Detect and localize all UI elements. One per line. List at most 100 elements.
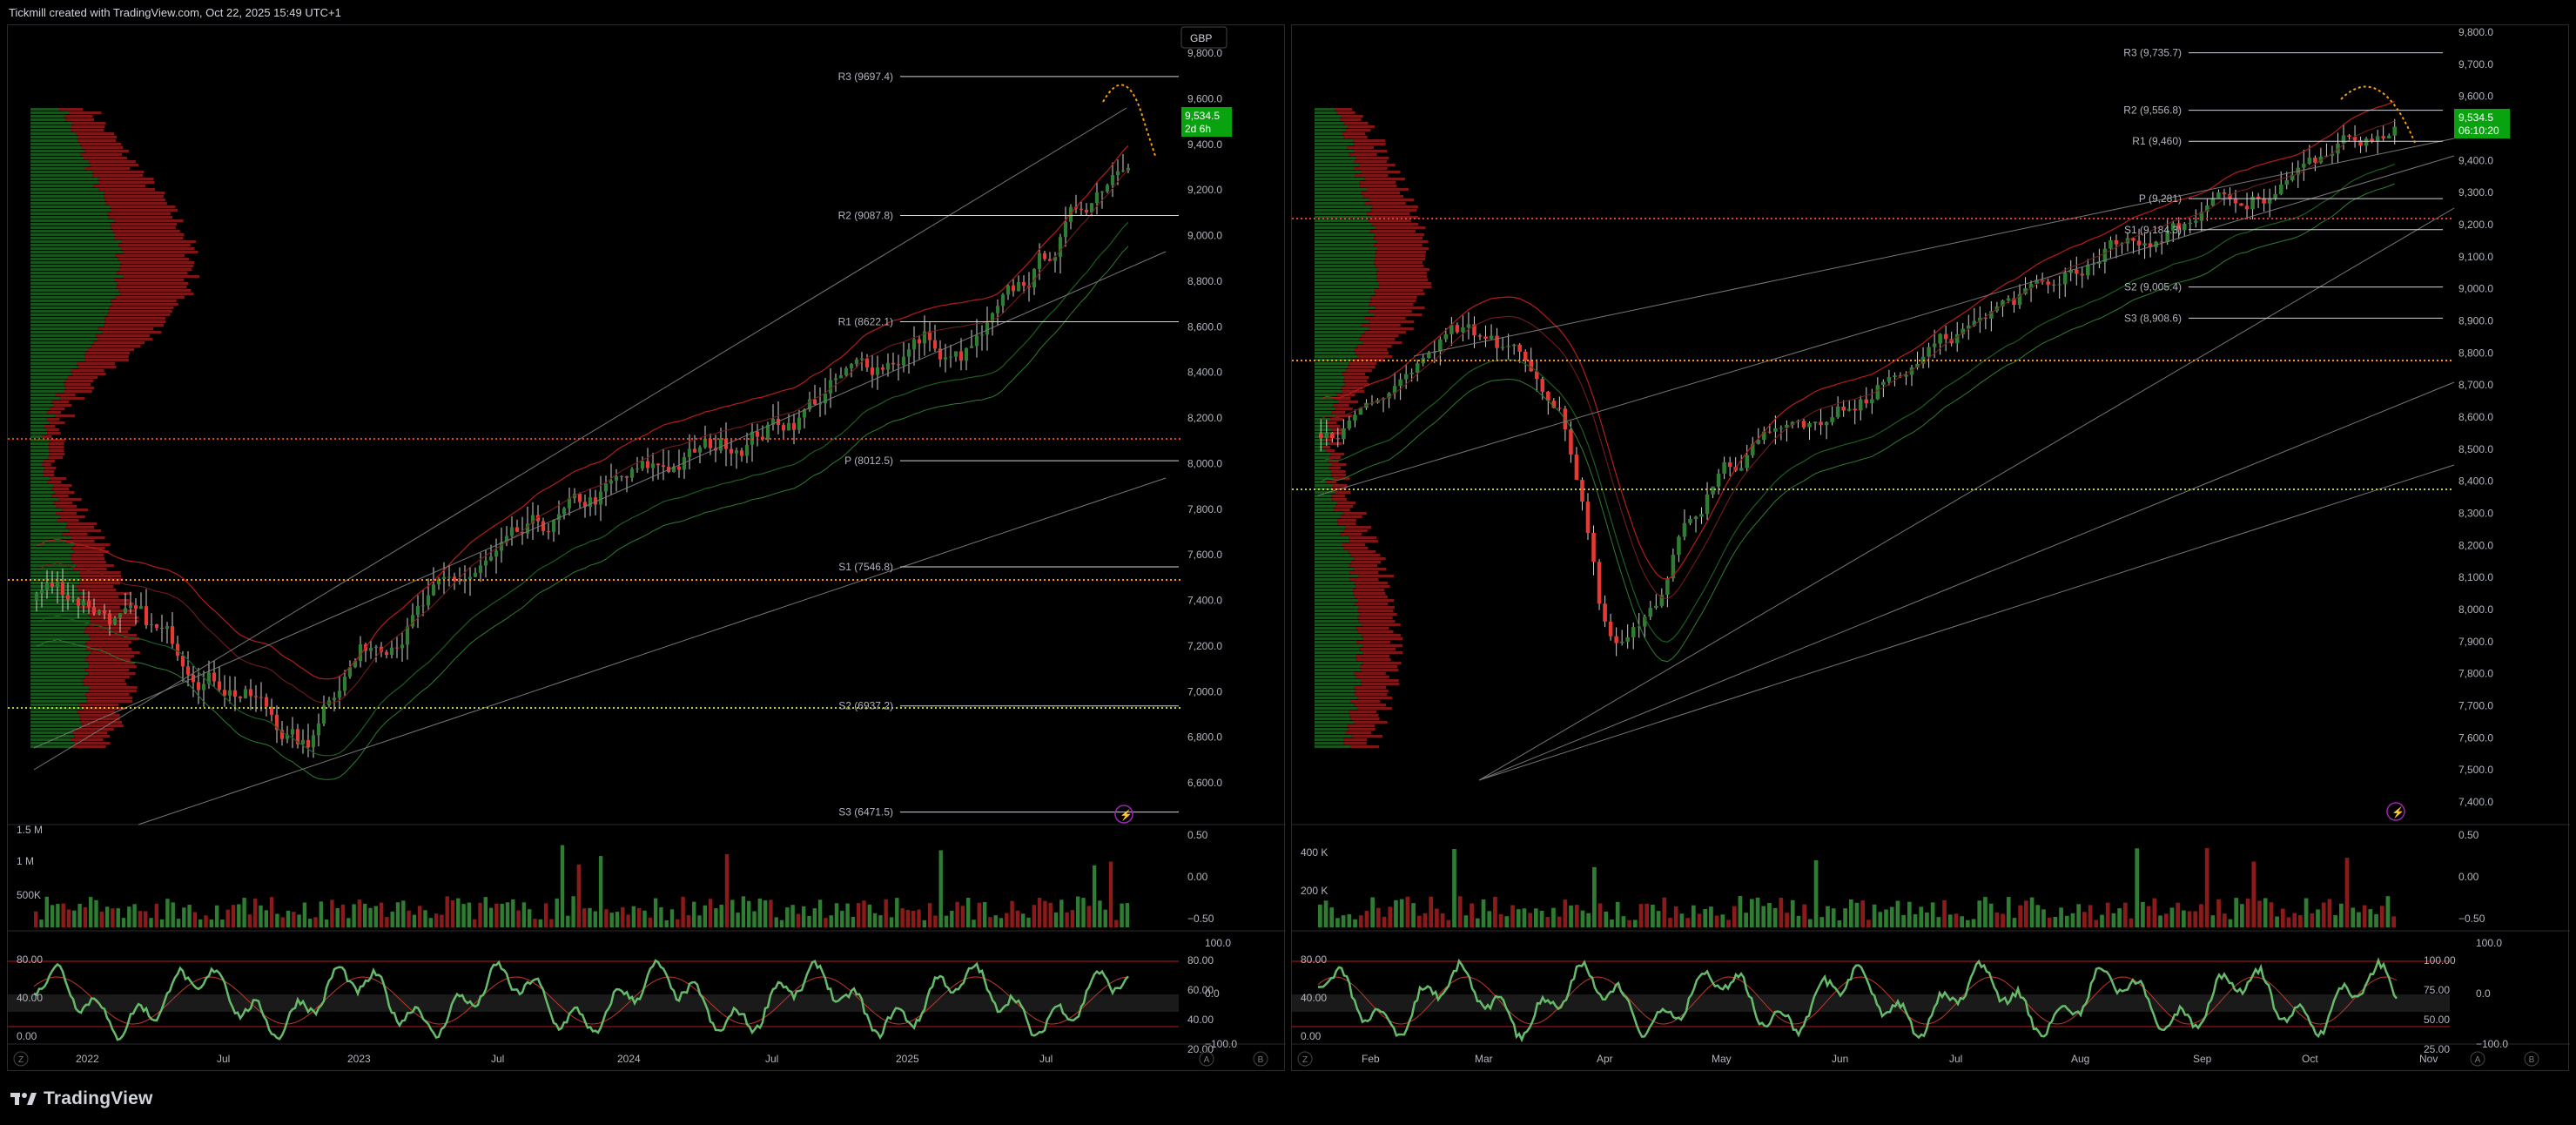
candle-body[interactable] bbox=[645, 461, 650, 468]
chart-corner-button-b[interactable]: B bbox=[1253, 1051, 1268, 1067]
candle-body[interactable] bbox=[1966, 325, 1971, 329]
candle-body[interactable] bbox=[1654, 605, 1658, 609]
candle-body[interactable] bbox=[1830, 417, 1834, 422]
candle-body[interactable] bbox=[995, 306, 1000, 313]
candle-body[interactable] bbox=[781, 425, 786, 431]
candle-body[interactable] bbox=[269, 706, 274, 715]
candle-body[interactable] bbox=[201, 684, 206, 690]
candle-body[interactable] bbox=[588, 497, 593, 507]
trend-channel-line[interactable] bbox=[1413, 138, 2455, 357]
candle-body[interactable] bbox=[828, 380, 833, 394]
candle-body[interactable] bbox=[227, 690, 232, 696]
candle-body[interactable] bbox=[1037, 253, 1042, 269]
candle-body[interactable] bbox=[2205, 205, 2209, 212]
candle-body[interactable] bbox=[2210, 198, 2216, 206]
candle-body[interactable] bbox=[295, 729, 300, 744]
candle-body[interactable] bbox=[2364, 138, 2369, 146]
candle-body[interactable] bbox=[1983, 317, 1988, 319]
candle-body[interactable] bbox=[44, 583, 50, 590]
candle-body[interactable] bbox=[1546, 391, 1550, 401]
candle-body[interactable] bbox=[133, 605, 138, 610]
candle-body[interactable] bbox=[1671, 555, 1676, 579]
candle-body[interactable] bbox=[2006, 298, 2011, 300]
candle-body[interactable] bbox=[1801, 421, 1806, 428]
candle-body[interactable] bbox=[1682, 522, 1687, 537]
candle-body[interactable] bbox=[917, 339, 922, 344]
candle-body[interactable] bbox=[2313, 158, 2317, 163]
candle-body[interactable] bbox=[896, 364, 901, 366]
candle-body[interactable] bbox=[238, 697, 243, 698]
candle-body[interactable] bbox=[2028, 284, 2034, 288]
candle-body[interactable] bbox=[1813, 421, 1818, 424]
candle-body[interactable] bbox=[342, 677, 347, 691]
candle-body[interactable] bbox=[2012, 298, 2016, 306]
candle-body[interactable] bbox=[2324, 155, 2329, 157]
candle-body[interactable] bbox=[619, 475, 624, 477]
candle-body[interactable] bbox=[1358, 408, 1363, 415]
right-chart-pane[interactable]: R3 (9,735.7) R2 (9,556.8) R1 (9,460) P (9,2… bbox=[1221, 24, 2570, 1071]
candle-body[interactable] bbox=[1472, 324, 1476, 336]
candle-body[interactable] bbox=[504, 536, 509, 542]
candle-body[interactable] bbox=[2131, 238, 2135, 241]
candle-body[interactable] bbox=[410, 615, 415, 627]
candle-body[interactable] bbox=[974, 335, 979, 347]
candle-body[interactable] bbox=[2341, 135, 2346, 144]
candle-body[interactable] bbox=[1597, 562, 1602, 604]
candle-body[interactable] bbox=[420, 605, 426, 607]
candle-body[interactable] bbox=[1864, 399, 1869, 403]
candle-body[interactable] bbox=[1006, 285, 1011, 295]
candle-body[interactable] bbox=[2159, 241, 2164, 243]
candle-body[interactable] bbox=[1898, 375, 1903, 377]
candle-body[interactable] bbox=[243, 689, 248, 698]
candle-body[interactable] bbox=[123, 608, 128, 614]
candle-body[interactable] bbox=[1893, 375, 1897, 378]
candle-body[interactable] bbox=[765, 424, 770, 440]
candle-body[interactable] bbox=[81, 600, 86, 606]
candle-body[interactable] bbox=[2352, 137, 2357, 141]
chart-corner-button-a[interactable]: A bbox=[1199, 1051, 1214, 1067]
candle-body[interactable] bbox=[2199, 212, 2204, 221]
candle-body[interactable] bbox=[2080, 273, 2085, 276]
candle-body[interactable] bbox=[1938, 333, 1942, 344]
chart-corner-button-z[interactable]: Z bbox=[13, 1051, 29, 1067]
candle-body[interactable] bbox=[520, 531, 525, 534]
candle-body[interactable] bbox=[1705, 494, 1710, 515]
candle-body[interactable] bbox=[635, 468, 640, 470]
candle-body[interactable] bbox=[1324, 433, 1329, 439]
candle-body[interactable] bbox=[60, 582, 65, 596]
candle-body[interactable] bbox=[2262, 199, 2266, 204]
candle-body[interactable] bbox=[1517, 344, 1522, 352]
candle-body[interactable] bbox=[415, 605, 420, 616]
candle-body[interactable] bbox=[1767, 431, 1772, 433]
candle-body[interactable] bbox=[786, 422, 791, 431]
candle-body[interactable] bbox=[39, 589, 44, 594]
candle-body[interactable] bbox=[823, 393, 828, 404]
candle-body[interactable] bbox=[2375, 136, 2380, 142]
candle-body[interactable] bbox=[1053, 256, 1058, 261]
candle-body[interactable] bbox=[1021, 282, 1026, 286]
candle-body[interactable] bbox=[969, 346, 974, 348]
projection-arrow[interactable] bbox=[1102, 84, 1156, 157]
candle-body[interactable] bbox=[697, 447, 703, 453]
candle-body[interactable] bbox=[138, 606, 144, 610]
candle-body[interactable] bbox=[859, 358, 864, 360]
candle-body[interactable] bbox=[447, 576, 452, 578]
candle-body[interactable] bbox=[1534, 371, 1539, 380]
candle-body[interactable] bbox=[1887, 377, 1892, 382]
candle-body[interactable] bbox=[927, 331, 932, 340]
oscillator-panel[interactable]: 80.0040.000.0080.0060.0040.0020.00100.00… bbox=[8, 937, 1237, 1055]
candle-body[interactable] bbox=[708, 438, 713, 448]
candle-body[interactable] bbox=[2001, 300, 2005, 307]
candle-body[interactable] bbox=[650, 463, 656, 468]
candle-body[interactable] bbox=[1875, 385, 1880, 400]
candle-body[interactable] bbox=[1881, 381, 1886, 386]
trend-channel-line[interactable] bbox=[138, 477, 1167, 825]
candle-body[interactable] bbox=[953, 351, 958, 357]
candle-body[interactable] bbox=[676, 466, 682, 470]
candle-body[interactable] bbox=[1727, 461, 1732, 468]
candle-body[interactable] bbox=[807, 399, 812, 410]
candle-body[interactable] bbox=[1927, 347, 1931, 357]
candle-body[interactable] bbox=[603, 483, 609, 492]
